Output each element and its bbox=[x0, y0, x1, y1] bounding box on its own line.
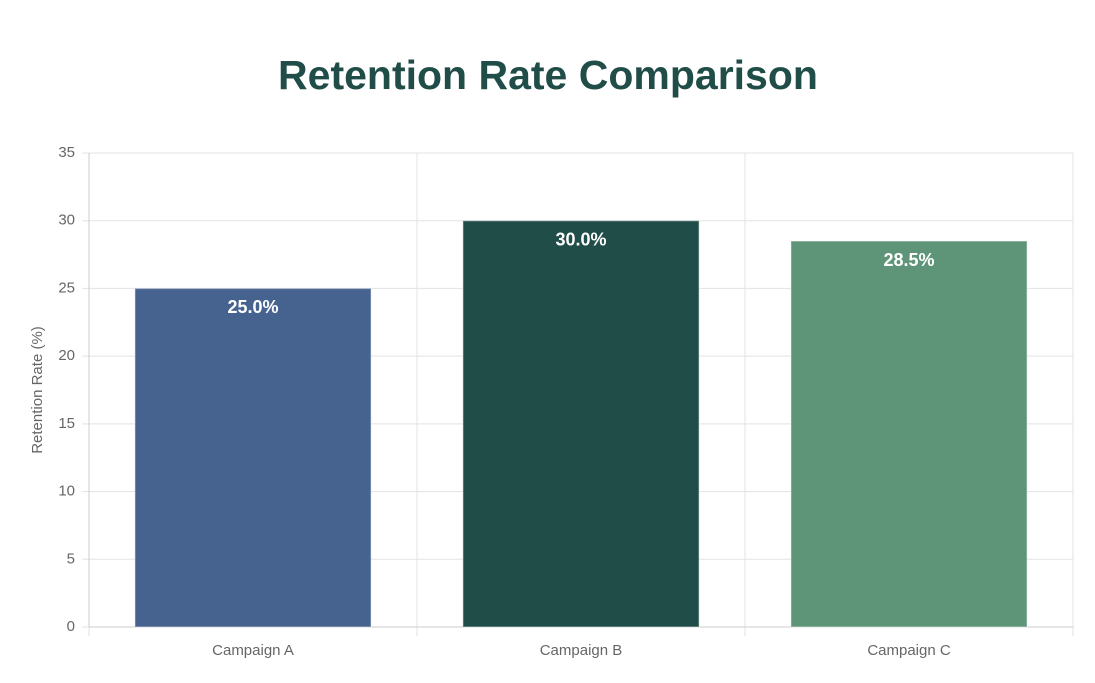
y-tick-label: 30 bbox=[58, 212, 75, 229]
y-tick-label: 0 bbox=[67, 618, 75, 635]
y-tick-label: 25 bbox=[58, 279, 75, 296]
y-tick-label: 10 bbox=[58, 483, 75, 500]
value-label: 30.0% bbox=[555, 229, 606, 249]
bar bbox=[790, 240, 1028, 628]
y-tick-label: 35 bbox=[58, 144, 75, 161]
value-label: 28.5% bbox=[883, 250, 934, 270]
x-tick-label: Campaign A bbox=[212, 642, 294, 659]
x-tick-label: Campaign C bbox=[867, 642, 951, 659]
bar bbox=[134, 287, 372, 628]
y-tick-label: 5 bbox=[67, 550, 75, 567]
y-axis-label: Retention Rate (%) bbox=[29, 326, 46, 454]
chart-title: Retention Rate Comparison bbox=[278, 52, 818, 98]
value-label: 25.0% bbox=[227, 297, 278, 317]
y-tick-label: 15 bbox=[58, 415, 75, 432]
bar bbox=[462, 219, 700, 628]
y-tick-label: 20 bbox=[58, 347, 75, 364]
x-tick-label: Campaign B bbox=[540, 642, 623, 659]
